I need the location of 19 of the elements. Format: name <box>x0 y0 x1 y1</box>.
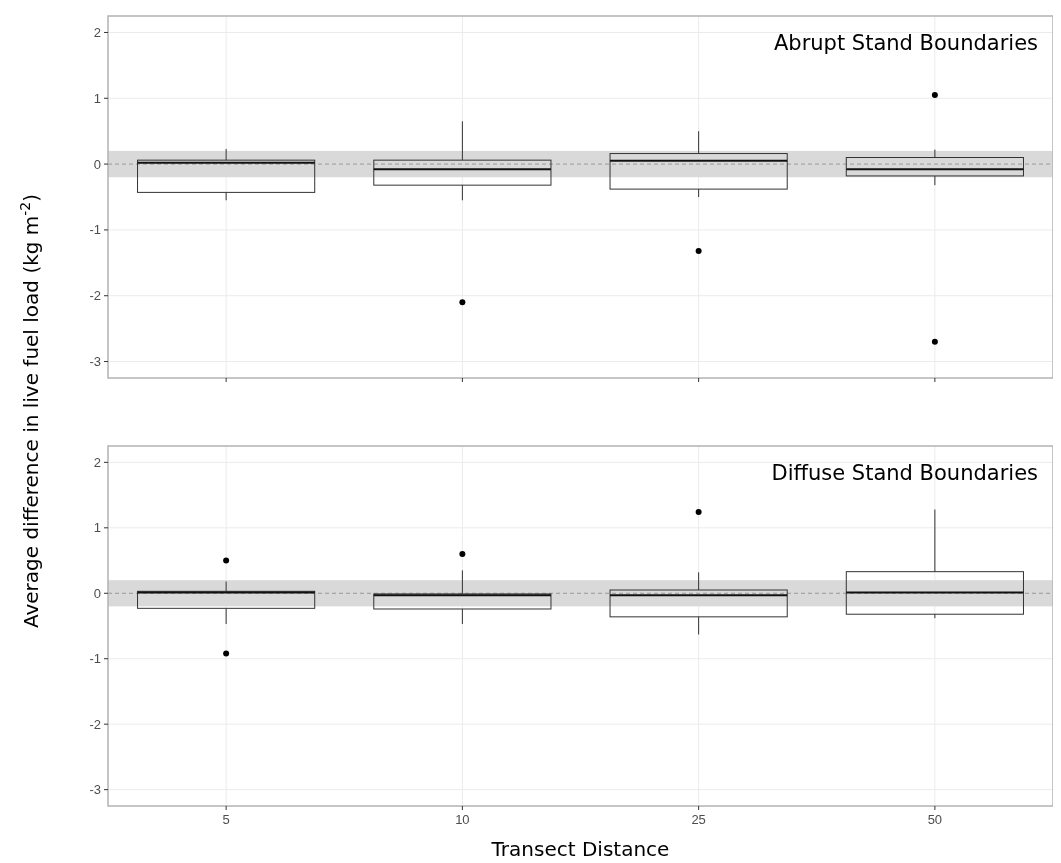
y-tick-label: -2 <box>89 716 101 732</box>
y-tick-label: -1 <box>89 222 101 238</box>
x-tick-label: 10 <box>455 812 470 827</box>
y-tick-label: -3 <box>89 782 101 798</box>
y-tick-label: -3 <box>89 354 101 370</box>
text: Diffuse Stand Boundaries <box>771 461 1038 485</box>
y-tick-label: -2 <box>89 288 101 304</box>
x-tick-label: 5 <box>222 812 230 827</box>
x-axis-title: Transect Distance <box>490 837 670 861</box>
text: Abrupt Stand Boundaries <box>773 31 1038 55</box>
y-tick-label: 0 <box>93 585 101 601</box>
y-tick-label: -1 <box>89 651 101 667</box>
y-tick-label: 2 <box>93 454 101 470</box>
y-tick-label: 1 <box>93 520 101 536</box>
x-tick-label: 50 <box>927 812 943 827</box>
x-tick-label: 25 <box>691 812 706 827</box>
y-tick-label: 2 <box>93 25 101 40</box>
y-tick-label: 1 <box>93 90 101 106</box>
y-tick-label: 0 <box>93 156 101 172</box>
